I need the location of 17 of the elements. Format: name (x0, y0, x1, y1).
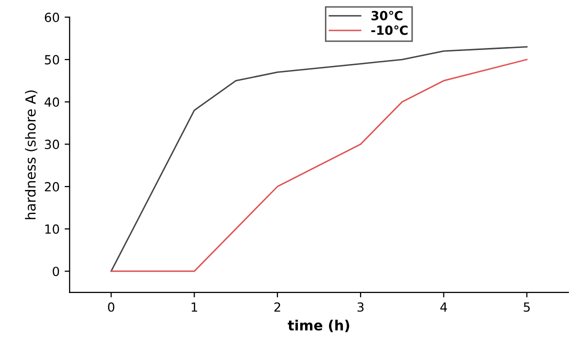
y-tick-label: 60 (44, 12, 60, 22)
x-tick-label: 3 (358, 302, 364, 312)
y-tick-label: 30 (44, 140, 60, 150)
x-axis-title: time (h) (288, 320, 350, 332)
x-tick-label: 4 (440, 302, 447, 312)
legend-label: -10℃ (371, 25, 408, 35)
x-tick-label: 5 (524, 302, 530, 312)
x-tick-label: 2 (274, 302, 280, 312)
y-tick-label: 50 (44, 55, 60, 64)
y-tick-label: 40 (44, 97, 60, 107)
y-tick-label: 0 (52, 266, 60, 276)
x-tick-label: 0 (108, 302, 114, 312)
legend-label: 30℃ (371, 10, 402, 20)
x-tick-label: 1 (192, 302, 198, 312)
y-tick-label: 10 (45, 224, 60, 234)
y-axis-title: hardness (shore A) (24, 90, 38, 220)
y-tick-label: 20 (44, 182, 60, 192)
